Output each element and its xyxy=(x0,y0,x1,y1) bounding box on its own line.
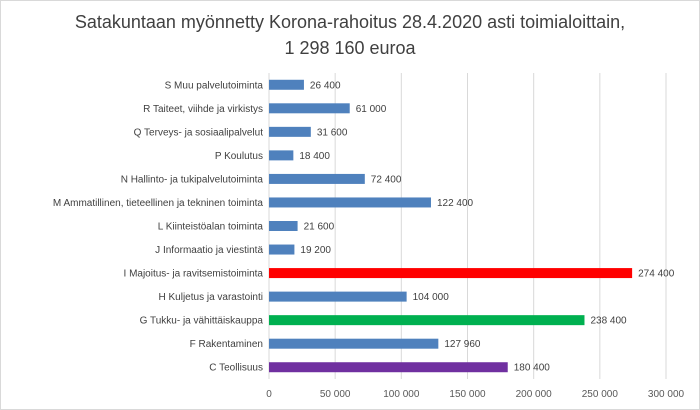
x-tick-label: 50 000 xyxy=(320,389,351,400)
x-tick-label: 100 000 xyxy=(383,389,420,400)
data-label: 31 600 xyxy=(317,127,348,138)
data-label: 19 200 xyxy=(300,245,331,256)
x-tick-label: 250 000 xyxy=(582,389,619,400)
category-label: G Tukku- ja vähittäiskauppa xyxy=(140,316,264,327)
chart-subtitle: 1 298 160 euroa xyxy=(284,38,416,58)
bar xyxy=(269,362,508,373)
x-tick-label: 200 000 xyxy=(516,389,553,400)
x-tick-label: 150 000 xyxy=(449,389,486,400)
data-label: 274 400 xyxy=(638,269,675,280)
bar xyxy=(269,268,633,279)
category-label: Q Terveys- ja sosiaalipalvelut xyxy=(134,127,264,138)
chart-title-block: Satakuntaan myönnetty Korona-rahoitus 28… xyxy=(1,9,699,61)
x-tick-label: 0 xyxy=(266,389,272,400)
data-label: 180 400 xyxy=(514,363,551,374)
category-label: R Taiteet, viihde ja virkistys xyxy=(143,104,263,115)
category-label: C Teollisuus xyxy=(209,363,263,374)
data-label: 122 400 xyxy=(437,198,474,209)
bar xyxy=(269,291,407,302)
data-label: 21 600 xyxy=(304,222,335,233)
chart-title: Satakuntaan myönnetty Korona-rahoitus 28… xyxy=(74,12,626,32)
category-label: P Koulutus xyxy=(215,151,263,162)
data-label: 238 400 xyxy=(590,316,627,327)
bar xyxy=(269,338,439,349)
bar xyxy=(269,103,350,114)
category-label: N Hallinto- ja tukipalvelutoiminta xyxy=(121,174,264,185)
data-label: 72 400 xyxy=(371,174,402,185)
data-label: 127 960 xyxy=(444,339,481,350)
category-label: M Ammatillinen, tieteellinen ja tekninen… xyxy=(53,198,264,209)
data-label: 18 400 xyxy=(299,151,330,162)
bar xyxy=(269,150,294,161)
bar xyxy=(269,315,585,326)
bar xyxy=(269,244,295,255)
bar xyxy=(269,79,304,90)
bar xyxy=(269,126,311,137)
category-label: F Rakentaminen xyxy=(190,339,263,350)
category-label: H Kuljetus ja varastointi xyxy=(159,292,264,303)
bar xyxy=(269,221,298,231)
data-label: 61 000 xyxy=(356,104,387,115)
x-tick-label: 300 000 xyxy=(648,389,685,400)
bar xyxy=(269,173,365,184)
category-label: S Muu palvelutoiminta xyxy=(165,80,264,91)
category-label: I Majoitus- ja ravitsemistoiminta xyxy=(124,269,264,280)
data-label: 26 400 xyxy=(310,80,341,91)
category-label: L Kiinteistöalan toiminta xyxy=(158,222,264,233)
category-label: J Informaatio ja viestintä xyxy=(155,245,263,256)
bar xyxy=(269,197,431,208)
data-label: 104 000 xyxy=(413,292,450,303)
